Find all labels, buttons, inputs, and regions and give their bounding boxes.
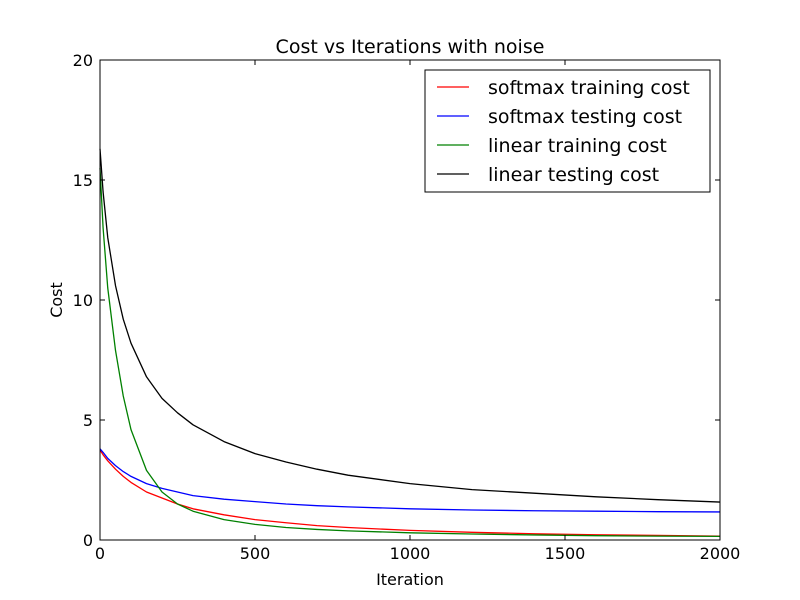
series-layer [99,148,721,538]
ticks-layer: 0 500 1000 1500 2000 0 5 10 15 20 [73,51,741,563]
legend: softmax training cost softmax testing cos… [424,69,711,193]
legend-label-2: linear training cost [488,135,667,157]
legend-label-0: softmax training cost [488,77,690,99]
x-tick-label-3: 1500 [545,544,586,563]
series-line-3 [99,148,721,503]
y-axis-label: Cost [47,282,66,318]
series-line-2 [99,167,721,538]
series-line-0 [99,449,721,537]
series-line-1 [99,448,721,513]
y-tick-label-0: 0 [83,531,93,550]
x-axis-label: Iteration [376,570,444,589]
legend-label-3: linear testing cost [488,164,659,186]
y-tick-label-3: 15 [73,171,93,190]
y-tick-label-4: 20 [73,51,93,70]
legend-label-1: softmax testing cost [488,106,682,128]
x-tick-label-1: 500 [240,544,271,563]
y-tick-label-1: 5 [83,411,93,430]
x-tick-label-2: 1000 [390,544,431,563]
y-tick-label-2: 10 [73,291,93,310]
chart-title: Cost vs Iterations with noise [276,36,545,58]
x-tick-label-4: 2000 [700,544,741,563]
x-tick-label-0: 0 [95,544,105,563]
legend-box [424,69,711,193]
